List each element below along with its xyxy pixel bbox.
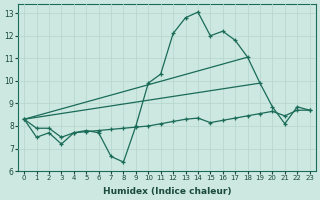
X-axis label: Humidex (Indice chaleur): Humidex (Indice chaleur) xyxy=(103,187,231,196)
